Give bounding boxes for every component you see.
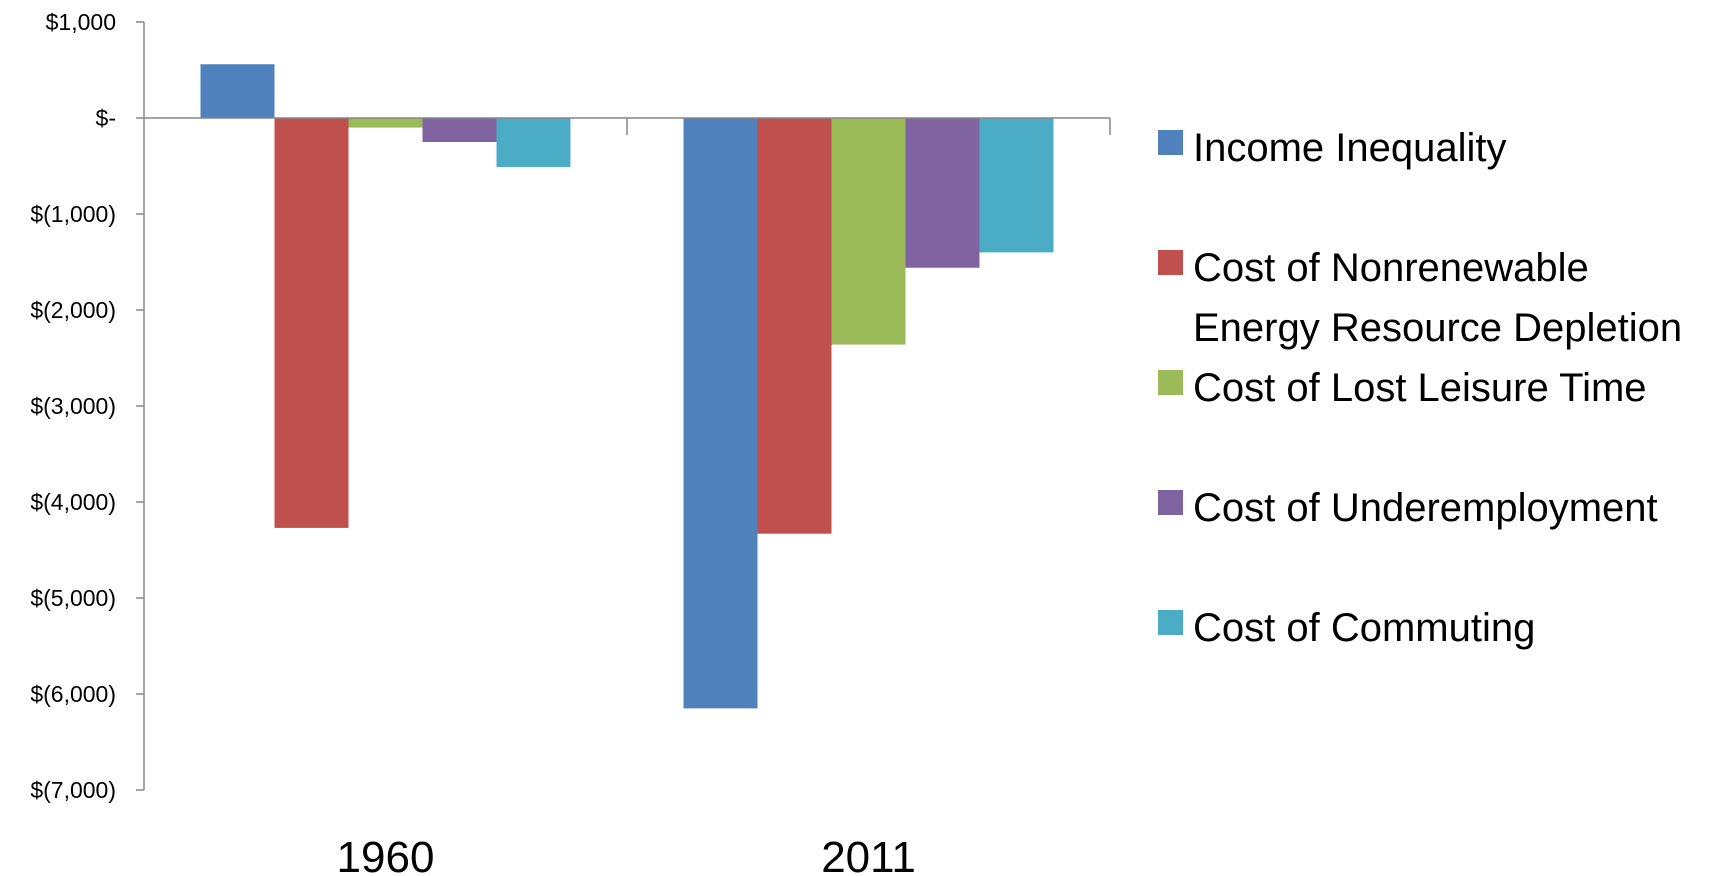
y-tick-label: $- [96,105,116,131]
legend-label: Cost of Lost Leisure Time [1193,366,1647,410]
legend-swatch [1158,490,1183,515]
y-tick-label: $(4,000) [30,489,116,515]
y-tick-label: $(1,000) [30,201,116,227]
y-tick-label: $(5,000) [30,585,116,611]
bar [683,118,758,709]
bar [757,118,832,534]
bar [200,64,275,118]
y-tick-label: $(2,000) [30,297,116,323]
y-tick-label: $(6,000) [30,681,116,707]
bar [905,118,980,268]
legend-item-underemployment: Cost of Underemployment [1158,478,1723,538]
bar [274,118,349,528]
bar [422,118,497,142]
legend-item-nonrenewable-energy: Cost of Nonrenewable Energy Resource Dep… [1158,238,1723,358]
legend-item-commuting: Cost of Commuting [1158,598,1723,658]
bar [979,118,1054,253]
x-category-label: 1960 [337,833,435,876]
bar [496,118,571,167]
legend-label: Cost of Commuting [1193,606,1536,650]
legend-label: Cost of Nonrenewable Energy Resource Dep… [1193,246,1683,350]
legend-swatch [1158,250,1183,275]
legend-item-income-inequality: Income Inequality [1158,118,1723,178]
legend-label: Cost of Underemployment [1193,486,1658,530]
y-tick-label: $1,000 [46,9,116,35]
x-category-label: 2011 [821,833,916,876]
legend-item-lost-leisure-time: Cost of Lost Leisure Time [1158,358,1723,418]
y-tick-label: $(7,000) [30,777,116,803]
legend-swatch [1158,370,1183,395]
bar [831,118,906,345]
bar [348,118,423,128]
y-tick-label: $(3,000) [30,393,116,419]
legend-label: Income Inequality [1193,126,1507,170]
legend-swatch [1158,610,1183,635]
legend-swatch [1158,130,1183,155]
